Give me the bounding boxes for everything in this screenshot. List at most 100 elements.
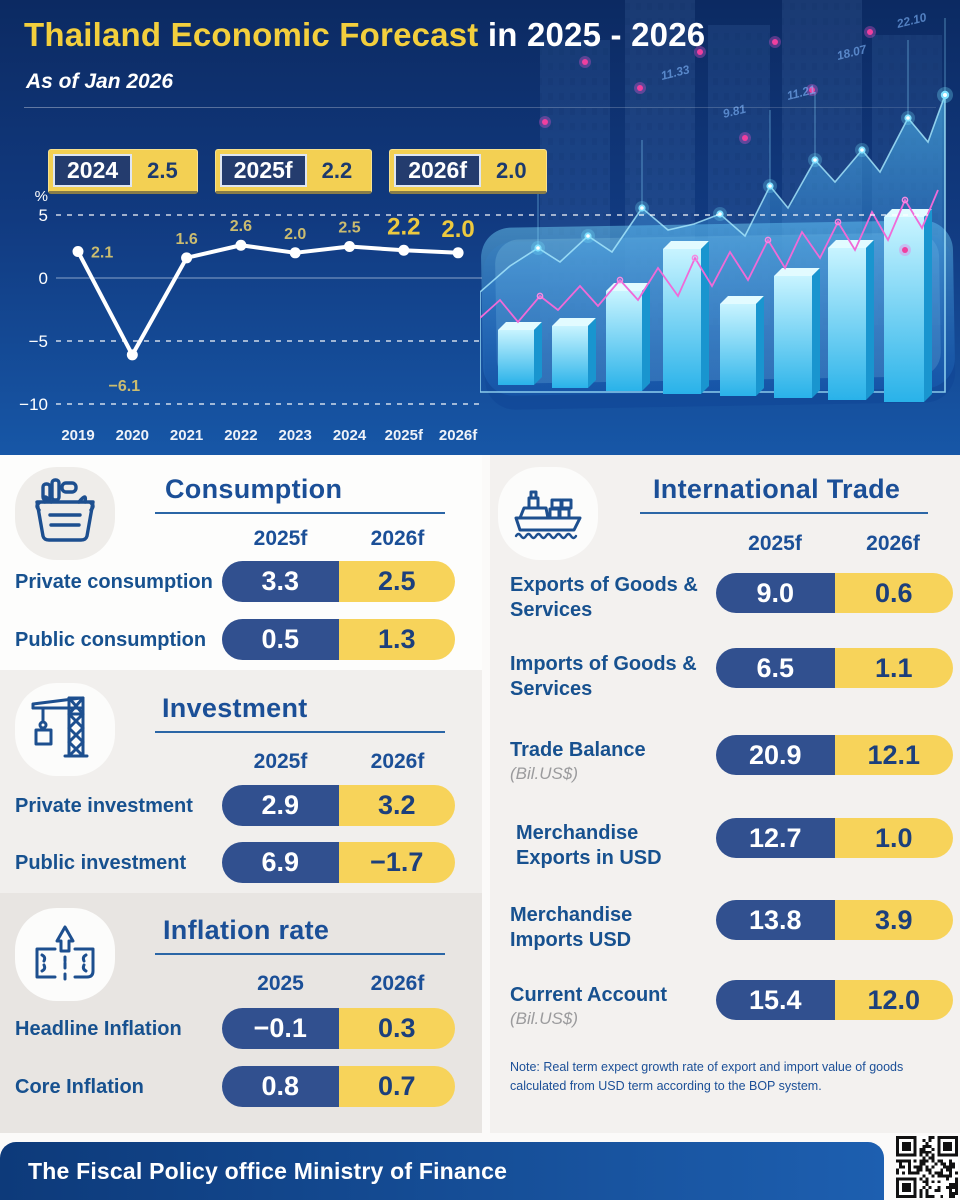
value-pill: 2.9 3.2 [222,785,455,826]
value-pill: 0.5 1.3 [222,619,455,660]
col-2026f: 2026f [866,532,920,555]
svg-text:2.2: 2.2 [387,213,420,240]
row-label-text: Current Account [510,984,668,1006]
col-2026f: 2026f [370,527,425,550]
qr-code [896,1136,958,1198]
as-of-date: As of Jan 2026 [26,70,174,93]
value-2026f: 1.3 [338,619,455,660]
value-pill: 20.9 12.1 [716,735,953,775]
row-label: Public investment [15,852,187,874]
svg-text:−6.1: −6.1 [109,378,141,395]
title-underline [155,731,445,733]
value-2025: 0.8 [222,1066,339,1107]
panel-title: Inflation rate [163,915,330,945]
row-label: Core Inflation [15,1076,144,1098]
col-2025f: 2025f [253,527,308,550]
row-label: Private consumption [15,571,213,593]
column-headers: 2025f 2026f [222,750,456,774]
value-2026f: 0.6 [834,573,953,613]
value-2026f: 2.5 [338,561,455,602]
hero-section: 22.10 18.07 11.33 11.21 9.81 Thailand Ec… [0,0,960,455]
svg-text:−5: −5 [29,332,48,351]
footer-bar: The Fiscal Policy office Ministry of Fin… [0,1142,884,1200]
value-2026f: 3.9 [834,900,953,940]
glow-dots [531,18,953,255]
value-2025: −0.1 [222,1008,339,1049]
row-label: Public consumption [15,629,207,651]
value-2026f: 3.2 [338,785,455,826]
value-2025f: 13.8 [716,900,835,940]
column-gutter [482,455,490,1133]
decor-value: 9.81 [721,102,747,121]
svg-text:1.6: 1.6 [175,231,197,248]
row-label: Trade Balance (Bil.US$) [510,738,710,784]
svg-text:2.1: 2.1 [91,245,113,262]
badge-value: 2.2 [321,157,353,183]
value-2025f: 3.3 [222,561,339,602]
badge-2024: 2024 2.5 [48,149,198,194]
badge-year: 2026f [394,154,482,187]
inflation-icon-bubble [15,908,115,1001]
svg-text:2026f: 2026f [439,427,478,444]
svg-text:5: 5 [39,206,48,225]
value-2026f: 0.7 [338,1066,455,1107]
value-2025f: 9.0 [716,573,835,613]
panel-title: International Trade [653,474,901,504]
row-label-text: Trade Balance [510,739,646,761]
value-2026f: 1.0 [834,818,953,858]
value-2025f: 12.7 [716,818,835,858]
value-2025f: 20.9 [716,735,835,775]
row-label: Headline Inflation [15,1018,182,1040]
value-pill: 0.8 0.7 [222,1066,455,1107]
svg-text:2025f: 2025f [385,427,424,444]
svg-text:%: % [35,190,48,205]
column-headers: 2025f 2026f [222,527,456,551]
value-2026f: 0.3 [338,1008,455,1049]
gdp-summary-badges: 2024 2.5 2025f 2.2 2026f 2.0 [48,149,547,194]
value-2026f: −1.7 [338,842,455,883]
svg-text:2020: 2020 [116,427,149,444]
value-2026f: 12.0 [834,980,953,1020]
svg-text:2021: 2021 [170,427,203,444]
value-2025f: 6.5 [716,648,835,688]
trade-icon-bubble [498,467,598,560]
svg-text:2.6: 2.6 [230,218,252,235]
decor-value: 22.10 [894,10,928,31]
badge-value: 2.5 [147,157,178,183]
page-title-highlight: Thailand Economic Forecast [24,16,479,53]
pink-glow-dots [539,26,911,256]
badge-year: 2024 [53,154,133,187]
value-2025f: 2.9 [222,785,339,826]
row-label-unit: (Bil.US$) [510,1009,579,1028]
cargo-ship-icon [514,490,582,540]
value-pill: 13.8 3.9 [716,900,953,940]
svg-text:0: 0 [39,269,48,288]
consumption-icon-bubble [15,467,115,560]
decor-values: 22.10 18.07 11.33 11.21 9.81 [659,10,928,121]
value-2025f: 15.4 [716,980,835,1020]
col-2025f: 2025f [253,750,308,773]
value-pill: 3.3 2.5 [222,561,455,602]
inflation-arrow-icon [35,925,95,987]
svg-text:2023: 2023 [279,427,312,444]
iso-bars [498,209,932,402]
svg-text:2022: 2022 [224,427,257,444]
svg-text:−10: −10 [19,395,48,414]
svg-text:2.0: 2.0 [441,216,474,243]
header-divider [24,107,936,108]
page-title: Thailand Economic Forecast in 2025 - 202… [24,16,705,54]
indicator-panels: Consumption 2025f 2026f Private consumpt… [0,455,960,1133]
decor-value: 11.21 [785,82,817,103]
trade-panel: International Trade 2025f 2026f Exports … [490,455,960,1133]
value-pill: 15.4 12.0 [716,980,953,1020]
row-label: Private investment [15,795,193,817]
investment-icon-bubble [15,683,115,776]
consumption-panel: Consumption 2025f 2026f Private consumpt… [0,455,482,670]
value-pill: 6.5 1.1 [716,648,953,688]
footer: The Fiscal Policy office Ministry of Fin… [0,1133,960,1200]
panel-title: Investment [162,693,308,723]
value-2025f: 0.5 [222,619,339,660]
badge-2026f: 2026f 2.0 [389,149,547,194]
col-2026f: 2026f [370,750,425,773]
